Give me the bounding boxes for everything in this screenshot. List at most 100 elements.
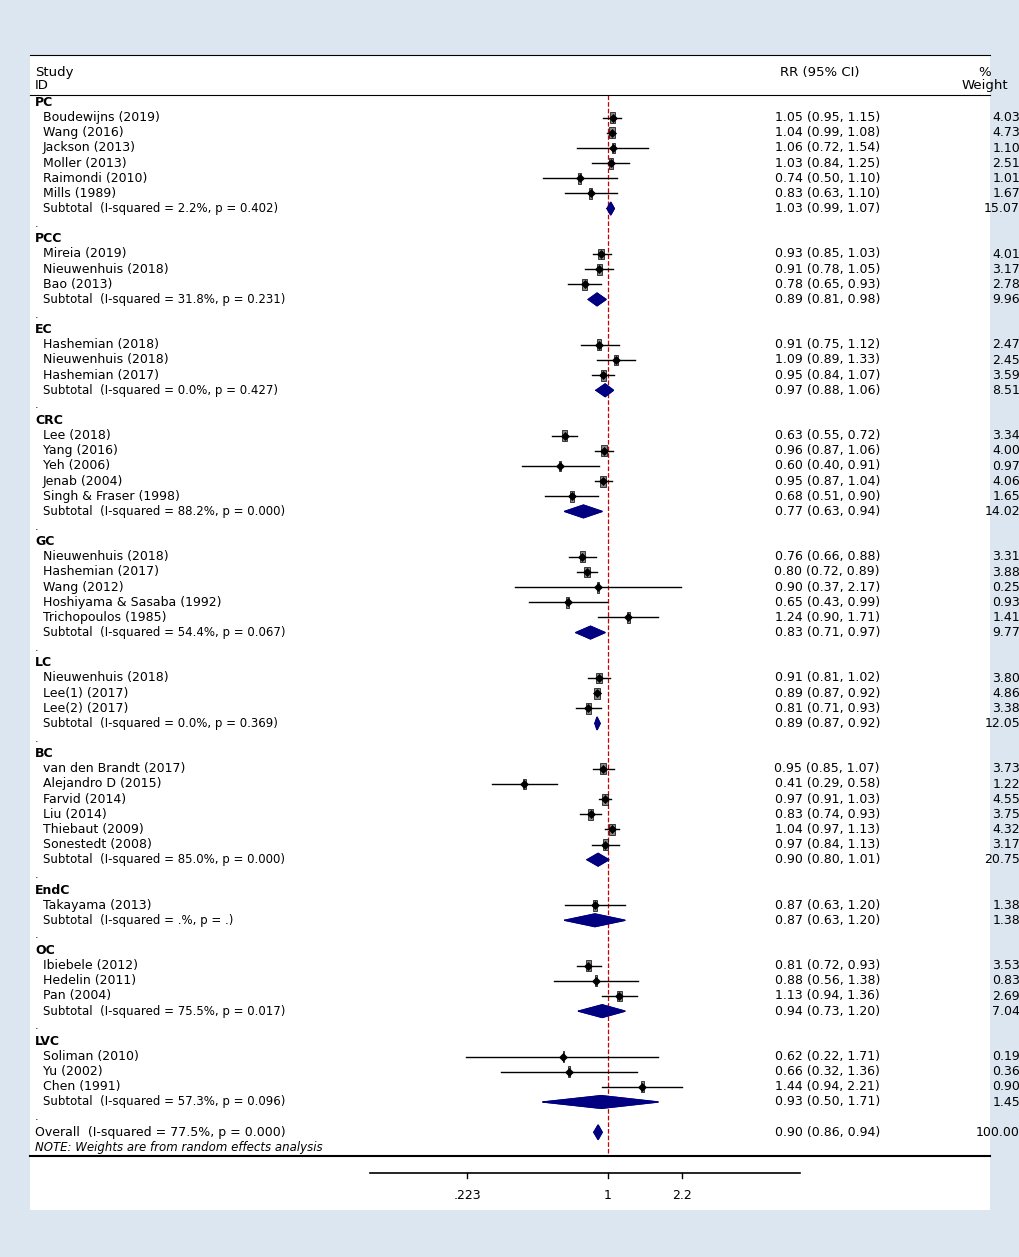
Text: 0.90 (0.37, 2.17): 0.90 (0.37, 2.17) — [774, 581, 879, 593]
Text: 0.80 (0.72, 0.89): 0.80 (0.72, 0.89) — [773, 566, 879, 578]
Text: 15.07: 15.07 — [983, 202, 1019, 215]
Text: Subtotal  (I-squared = 31.8%, p = 0.231): Subtotal (I-squared = 31.8%, p = 0.231) — [43, 293, 285, 305]
Text: 1.06 (0.72, 1.54): 1.06 (0.72, 1.54) — [774, 142, 879, 155]
Bar — [568, 1066, 570, 1077]
Text: 0.89 (0.87, 0.92): 0.89 (0.87, 0.92) — [773, 716, 879, 730]
Text: 1.13 (0.94, 1.36): 1.13 (0.94, 1.36) — [774, 989, 879, 1003]
Bar — [597, 582, 598, 592]
Polygon shape — [587, 854, 608, 866]
Text: Wang (2016): Wang (2016) — [43, 127, 123, 140]
Text: 0.68 (0.51, 0.90): 0.68 (0.51, 0.90) — [773, 490, 879, 503]
Text: Singh & Fraser (1998): Singh & Fraser (1998) — [43, 490, 179, 503]
Text: Hashemian (2018): Hashemian (2018) — [43, 338, 159, 352]
Text: 12.05: 12.05 — [983, 716, 1019, 730]
Text: Moller (2013): Moller (2013) — [43, 157, 126, 170]
Text: Yang (2016): Yang (2016) — [43, 445, 118, 458]
Text: .: . — [35, 734, 39, 744]
Text: 3.59: 3.59 — [991, 368, 1019, 382]
Text: 0.77 (0.63, 0.94): 0.77 (0.63, 0.94) — [774, 505, 879, 518]
Text: Chen (1991): Chen (1991) — [43, 1080, 120, 1094]
Text: 3.31: 3.31 — [991, 551, 1019, 563]
Text: Sonestedt (2008): Sonestedt (2008) — [43, 838, 152, 851]
Bar — [558, 460, 560, 471]
Bar — [566, 597, 569, 607]
Text: 0.83: 0.83 — [991, 974, 1019, 987]
Text: 0.95 (0.87, 1.04): 0.95 (0.87, 1.04) — [773, 475, 879, 488]
Text: Farvid (2014): Farvid (2014) — [43, 793, 126, 806]
Bar — [600, 475, 605, 486]
Text: 0.95 (0.85, 1.07): 0.95 (0.85, 1.07) — [773, 762, 879, 776]
Text: 9.77: 9.77 — [991, 626, 1019, 639]
Text: 1.10: 1.10 — [991, 142, 1019, 155]
Text: Subtotal  (I-squared = 54.4%, p = 0.067): Subtotal (I-squared = 54.4%, p = 0.067) — [43, 626, 285, 639]
Text: van den Brandt (2017): van den Brandt (2017) — [43, 762, 185, 776]
Bar — [587, 808, 593, 820]
Text: 3.53: 3.53 — [991, 959, 1019, 972]
Bar — [601, 793, 607, 804]
Polygon shape — [595, 383, 612, 397]
Bar — [596, 339, 601, 351]
Text: 1: 1 — [603, 1189, 611, 1202]
Text: 1.22: 1.22 — [991, 778, 1019, 791]
Text: 0.83 (0.63, 1.10): 0.83 (0.63, 1.10) — [774, 187, 879, 200]
Text: PC: PC — [35, 96, 53, 109]
Text: Mills (1989): Mills (1989) — [43, 187, 116, 200]
Text: 0.60 (0.40, 0.91): 0.60 (0.40, 0.91) — [774, 460, 879, 473]
Text: .: . — [35, 219, 39, 229]
Bar — [570, 490, 573, 502]
Text: 4.03: 4.03 — [991, 111, 1019, 124]
Text: NOTE: Weights are from random effects analysis: NOTE: Weights are from random effects an… — [35, 1141, 322, 1154]
Text: Nieuwenhuis (2018): Nieuwenhuis (2018) — [43, 263, 168, 275]
Text: 0.90 (0.80, 1.01): 0.90 (0.80, 1.01) — [773, 854, 879, 866]
Text: 4.86: 4.86 — [991, 686, 1019, 700]
Text: 0.91 (0.75, 1.12): 0.91 (0.75, 1.12) — [774, 338, 879, 352]
Text: 1.41: 1.41 — [991, 611, 1019, 623]
Text: CRC: CRC — [35, 414, 63, 427]
Text: 1.44 (0.94, 2.21): 1.44 (0.94, 2.21) — [774, 1080, 879, 1094]
Polygon shape — [593, 1125, 601, 1140]
Polygon shape — [594, 716, 599, 730]
Text: Subtotal  (I-squared = 85.0%, p = 0.000): Subtotal (I-squared = 85.0%, p = 0.000) — [43, 854, 284, 866]
Text: 0.81 (0.71, 0.93): 0.81 (0.71, 0.93) — [774, 701, 879, 715]
Text: 7.04: 7.04 — [991, 1004, 1019, 1018]
Text: Subtotal  (I-squared = 0.0%, p = 0.369): Subtotal (I-squared = 0.0%, p = 0.369) — [43, 716, 277, 730]
Bar — [593, 688, 599, 699]
Text: Lee(2) (2017): Lee(2) (2017) — [43, 701, 128, 715]
Bar — [616, 991, 622, 1002]
Text: 0.93: 0.93 — [991, 596, 1019, 608]
Text: 2.2: 2.2 — [672, 1189, 691, 1202]
Text: Hashemian (2017): Hashemian (2017) — [43, 368, 159, 382]
Text: Hashemian (2017): Hashemian (2017) — [43, 566, 159, 578]
Text: 0.66 (0.32, 1.36): 0.66 (0.32, 1.36) — [774, 1065, 879, 1079]
Text: Yu (2002): Yu (2002) — [43, 1065, 103, 1079]
Text: 3.38: 3.38 — [991, 701, 1019, 715]
Text: 1.09 (0.89, 1.33): 1.09 (0.89, 1.33) — [774, 353, 879, 367]
Text: Nieuwenhuis (2018): Nieuwenhuis (2018) — [43, 671, 168, 685]
Text: 4.01: 4.01 — [991, 248, 1019, 260]
Text: BC: BC — [35, 747, 54, 760]
Text: PCC: PCC — [35, 233, 62, 245]
Text: 0.25: 0.25 — [991, 581, 1019, 593]
Text: 0.74 (0.50, 1.10): 0.74 (0.50, 1.10) — [773, 172, 879, 185]
Text: 0.93 (0.85, 1.03): 0.93 (0.85, 1.03) — [774, 248, 879, 260]
Text: 1.67: 1.67 — [991, 187, 1019, 200]
Text: Liu (2014): Liu (2014) — [43, 808, 107, 821]
Text: Lee (2018): Lee (2018) — [43, 429, 111, 442]
Text: Takayama (2013): Takayama (2013) — [43, 899, 152, 911]
Bar — [640, 1081, 643, 1092]
Text: 3.88: 3.88 — [991, 566, 1019, 578]
Bar — [596, 672, 601, 684]
Text: 3.75: 3.75 — [991, 808, 1019, 821]
Text: Hoshiyama & Sasaba (1992): Hoshiyama & Sasaba (1992) — [43, 596, 221, 608]
Text: Boudewijns (2019): Boudewijns (2019) — [43, 111, 160, 124]
Bar — [523, 778, 526, 789]
Bar — [600, 370, 605, 381]
Polygon shape — [606, 202, 613, 215]
Text: 1.04 (0.97, 1.13): 1.04 (0.97, 1.13) — [774, 823, 879, 836]
Bar — [608, 825, 614, 835]
Text: 0.19: 0.19 — [991, 1050, 1019, 1063]
Text: 0.62 (0.22, 1.71): 0.62 (0.22, 1.71) — [774, 1050, 879, 1063]
Bar — [582, 279, 587, 289]
Text: 0.88 (0.56, 1.38): 0.88 (0.56, 1.38) — [773, 974, 879, 987]
Text: Weight: Weight — [961, 79, 1008, 92]
